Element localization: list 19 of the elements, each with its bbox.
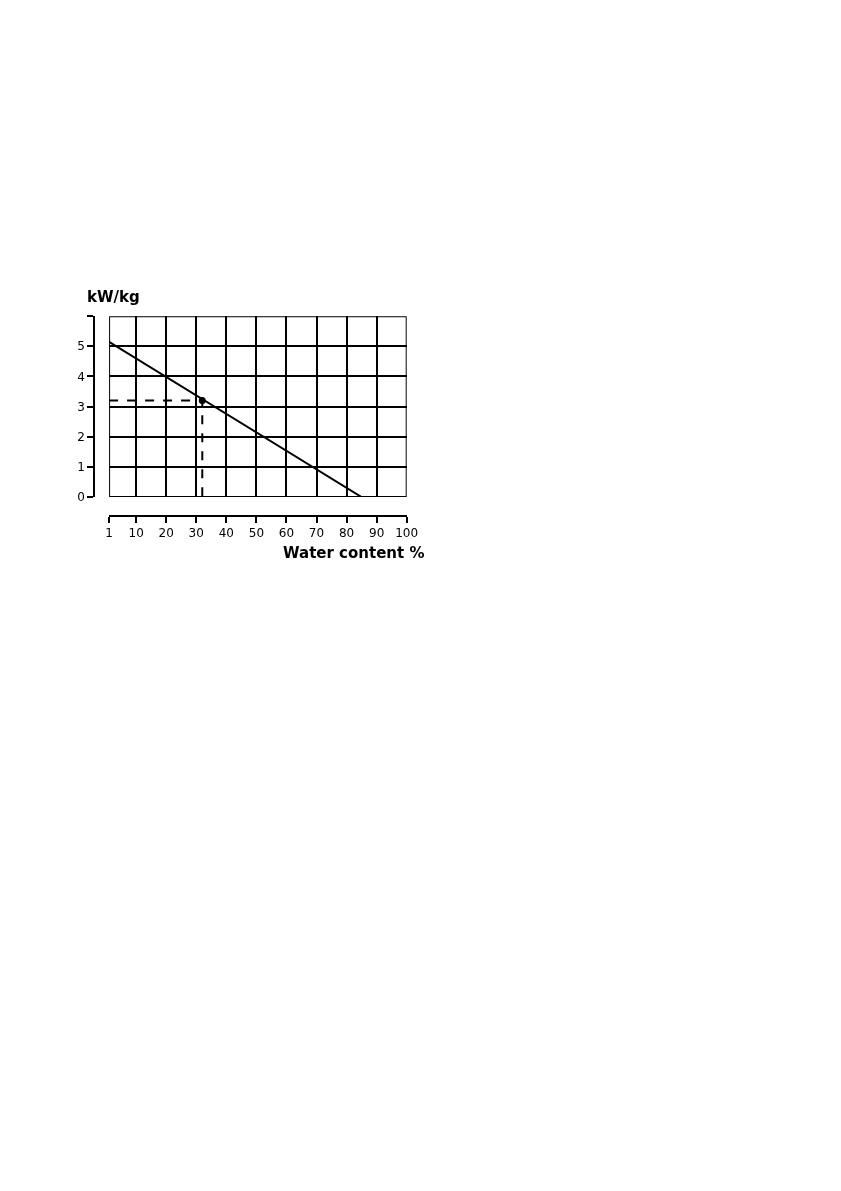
x-tick-label: 30 — [188, 526, 204, 541]
y-tick-label: 1 — [77, 460, 85, 475]
x-tick-label: 40 — [218, 526, 234, 541]
x-tick-label: 90 — [368, 526, 385, 541]
x-tick-label: 80 — [338, 526, 355, 541]
y-axis-title: kW/kg — [87, 288, 140, 306]
y-tick-label: 5 — [77, 339, 85, 354]
y-tick-label: 2 — [77, 429, 85, 444]
x-tick-label: 50 — [248, 526, 265, 541]
x-tick-label: 10 — [128, 526, 144, 541]
x-tick-label: 70 — [308, 526, 325, 541]
x-tick-label: 1 — [105, 526, 113, 541]
x-tick-label: 60 — [278, 526, 295, 541]
y-tick-label: 3 — [77, 399, 85, 414]
y-tick-label: 0 — [77, 490, 85, 505]
x-tick-label: 20 — [158, 526, 174, 541]
x-tick-label: 100 — [395, 526, 419, 541]
y-tick-label: 4 — [77, 369, 85, 384]
x-axis-title: Water content % — [283, 544, 425, 562]
